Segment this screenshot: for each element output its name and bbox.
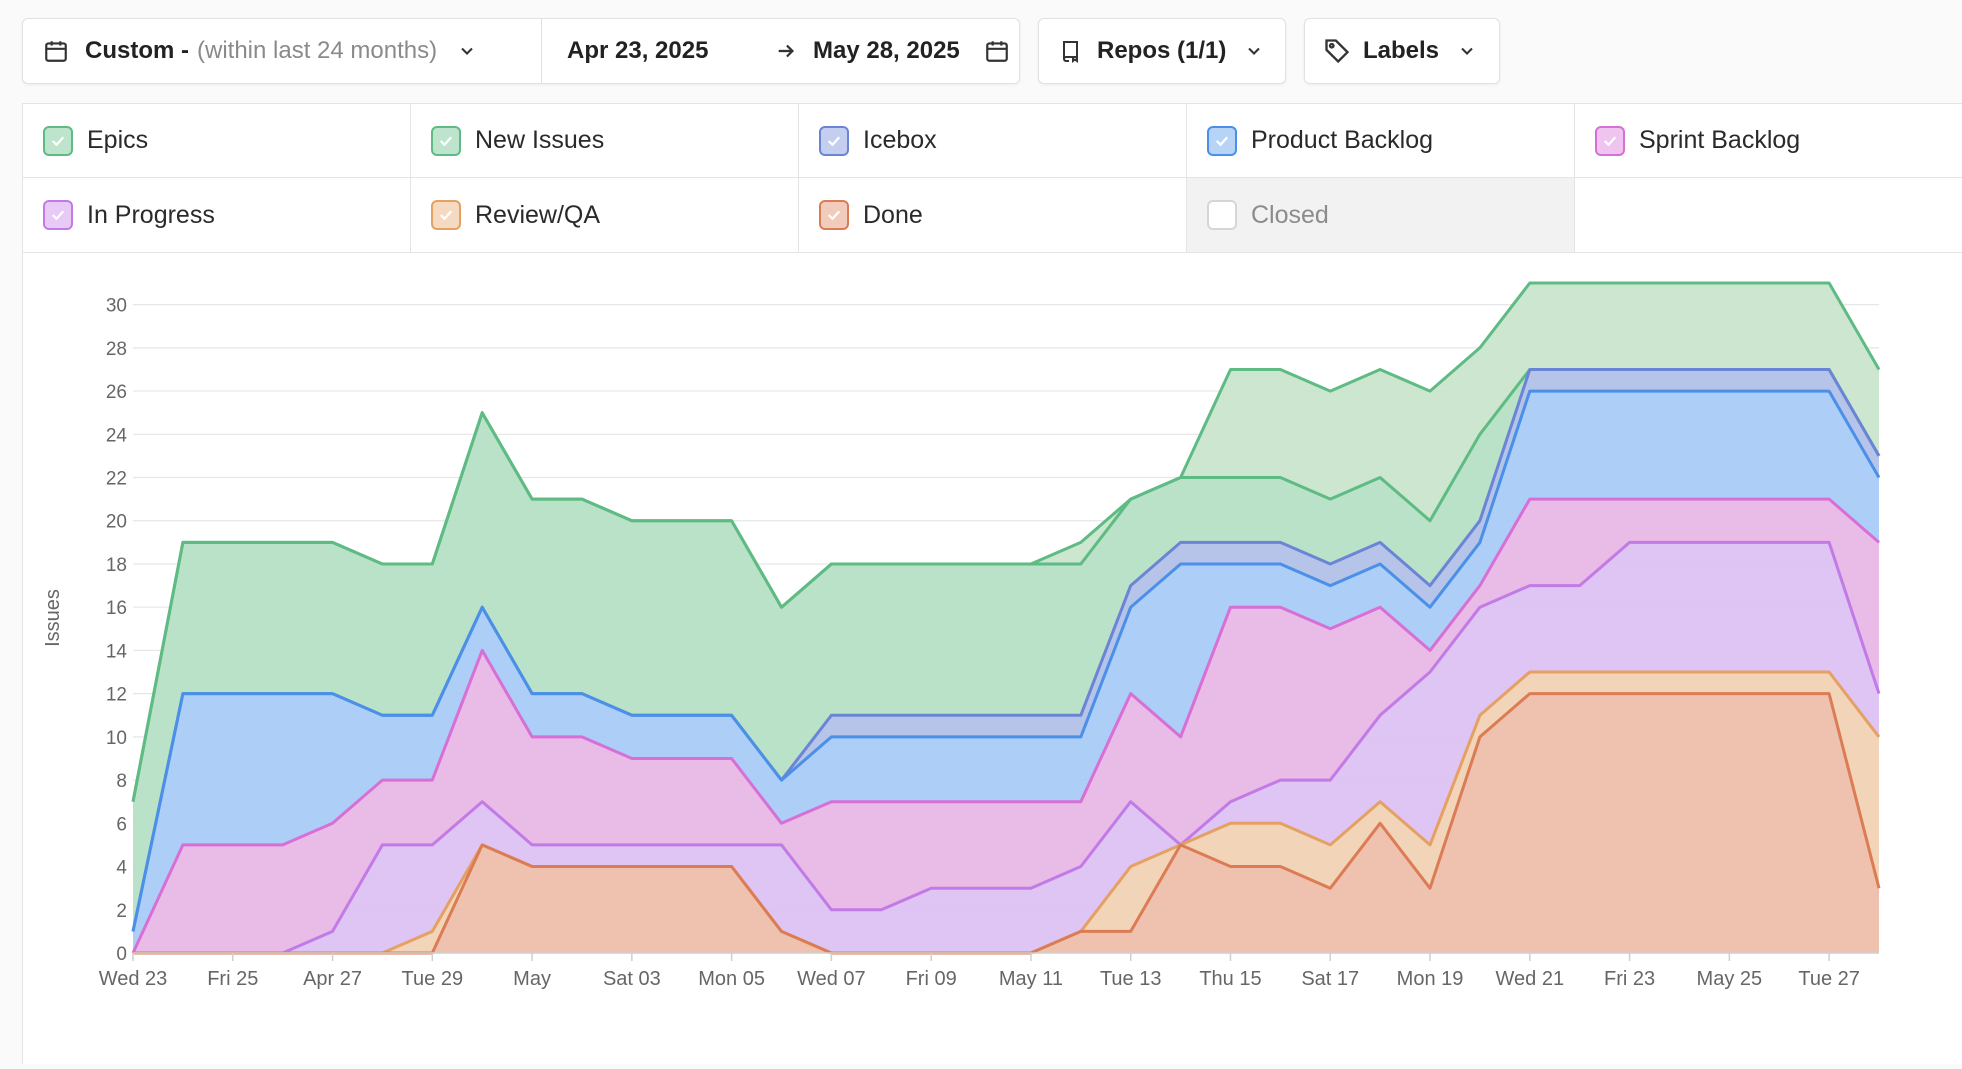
checkbox-checked-icon[interactable] bbox=[43, 200, 73, 230]
y-tick-label: 22 bbox=[106, 469, 127, 490]
chart-panel: 0 2 4 6 8 10 12 14 16 18 20 22 24 26 28 30 Wed 23 Fri 25 A… bbox=[22, 253, 1962, 1064]
checkbox-checked-icon[interactable] bbox=[819, 125, 849, 156]
y-tick-label: 24 bbox=[106, 425, 128, 446]
legend-toggle-in-progress[interactable]: In Progress bbox=[23, 178, 411, 252]
checkbox-checked-icon[interactable] bbox=[43, 125, 73, 156]
y-tick-label: 26 bbox=[106, 382, 127, 403]
checkbox-unchecked-icon[interactable] bbox=[1207, 200, 1237, 230]
x-tick-label: Sat 17 bbox=[1301, 968, 1359, 990]
date-range-hint: (within last 24 months) bbox=[197, 37, 438, 64]
y-tick-label: 28 bbox=[106, 339, 127, 360]
legend-label: Sprint Backlog bbox=[1639, 126, 1801, 154]
calendar-icon bbox=[43, 38, 69, 64]
y-tick-label: 18 bbox=[106, 555, 127, 576]
legend-empty-cell bbox=[1575, 178, 1962, 252]
checkbox-checked-icon[interactable] bbox=[431, 200, 461, 230]
area-sprint-backlog bbox=[133, 499, 1879, 953]
checkbox-checked-icon[interactable] bbox=[1207, 125, 1237, 156]
area-epics bbox=[133, 283, 1879, 802]
repo-icon bbox=[1059, 38, 1083, 64]
legend-toggle-done[interactable]: Done bbox=[799, 178, 1187, 252]
date-range-preset[interactable]: Custom - (within last 24 months) bbox=[43, 19, 477, 83]
legend-toggle-closed[interactable]: Closed bbox=[1187, 178, 1575, 252]
divider bbox=[541, 19, 542, 83]
x-tick-label: Tue 27 bbox=[1798, 968, 1860, 990]
line-product-backlog[interactable] bbox=[131, 389, 1881, 932]
arrow-right-icon bbox=[775, 19, 797, 83]
x-tick-label: Sat 03 bbox=[603, 968, 661, 990]
y-tick-label: 6 bbox=[116, 814, 127, 835]
x-tick-label: May bbox=[513, 968, 551, 990]
y-axis-label: Issues bbox=[42, 589, 64, 647]
y-tick-label: 12 bbox=[106, 685, 127, 706]
x-tick-label: Fri 25 bbox=[207, 968, 258, 990]
legend-toggle-new-issues[interactable]: New Issues bbox=[411, 104, 799, 178]
labels-label: Labels bbox=[1363, 37, 1440, 64]
x-tick-label: Fri 09 bbox=[906, 968, 957, 990]
y-tick-label: 16 bbox=[106, 598, 127, 619]
x-tick-label: Tue 13 bbox=[1100, 968, 1162, 990]
x-tick-label: May 11 bbox=[999, 968, 1063, 990]
chevron-down-icon bbox=[457, 41, 477, 61]
y-tick-label: 2 bbox=[116, 901, 127, 922]
date-range-label: Custom - bbox=[85, 37, 189, 64]
repos-dropdown[interactable]: Repos (1/1) bbox=[1038, 18, 1286, 84]
legend-toggle-review-qa[interactable]: Review/QA bbox=[411, 178, 799, 252]
tag-icon bbox=[1323, 37, 1351, 65]
repos-label: Repos (1/1) bbox=[1097, 37, 1227, 64]
x-tick-label: Mon 05 bbox=[698, 968, 765, 990]
legend-label: Review/QA bbox=[475, 200, 601, 229]
legend-label: Done bbox=[863, 200, 923, 229]
area-new-issues bbox=[133, 369, 1879, 932]
x-tick-label: Thu 15 bbox=[1199, 968, 1261, 990]
date-range-picker[interactable]: Custom - (within last 24 months) Apr 23,… bbox=[22, 18, 1020, 84]
line-in-progress[interactable] bbox=[133, 540, 1881, 955]
checkbox-checked-icon[interactable] bbox=[431, 125, 461, 156]
legend-label: In Progress bbox=[87, 200, 215, 229]
x-tick-label: May 25 bbox=[1697, 968, 1763, 990]
legend-label: Epics bbox=[87, 126, 149, 154]
area-done bbox=[133, 693, 1879, 953]
x-tick-label: Wed 07 bbox=[797, 968, 866, 990]
y-tick-label: 30 bbox=[106, 296, 127, 317]
x-tick-label: Mon 19 bbox=[1397, 968, 1464, 990]
y-tick-label: 14 bbox=[106, 641, 128, 662]
legend-toggle-sprint-backlog[interactable]: Sprint Backlog bbox=[1575, 104, 1962, 178]
start-date-field[interactable]: Apr 23, 2025 bbox=[567, 19, 708, 83]
chevron-down-icon bbox=[1244, 41, 1264, 61]
start-date: Apr 23, 2025 bbox=[567, 37, 709, 64]
legend-label: Product Backlog bbox=[1251, 126, 1434, 154]
y-tick-label: 10 bbox=[106, 728, 127, 749]
calendar-icon bbox=[984, 38, 1010, 64]
series-legend: Epics New Issues Icebox Product Backlog Spri… bbox=[22, 103, 1962, 253]
checkbox-checked-icon[interactable] bbox=[819, 200, 849, 230]
legend-label: Icebox bbox=[863, 126, 937, 154]
end-date: May 28, 2025 bbox=[813, 37, 960, 64]
x-tick-label: Fri 23 bbox=[1604, 968, 1655, 990]
area-product-backlog bbox=[133, 391, 1879, 954]
y-tick-label: 0 bbox=[116, 944, 127, 965]
checkbox-checked-icon[interactable] bbox=[1595, 125, 1625, 156]
legend-toggle-epics[interactable]: Epics bbox=[23, 104, 411, 178]
legend-label: New Issues bbox=[475, 126, 605, 154]
legend-toggle-product-backlog[interactable]: Product Backlog bbox=[1187, 104, 1575, 178]
legend-toggle-icebox[interactable]: Icebox bbox=[799, 104, 1187, 178]
y-tick-label: 4 bbox=[116, 858, 127, 879]
area-in-progress bbox=[133, 542, 1879, 953]
y-tick-label: 20 bbox=[106, 512, 127, 533]
labels-dropdown[interactable]: Labels bbox=[1304, 18, 1500, 84]
x-tick-label: Wed 23 bbox=[99, 968, 168, 990]
end-date-field[interactable]: May 28, 2025 bbox=[793, 19, 1010, 83]
chevron-down-icon bbox=[1457, 41, 1477, 61]
x-tick-label: Wed 21 bbox=[1496, 968, 1565, 990]
x-tick-label: Apr 27 bbox=[303, 968, 362, 990]
x-tick-label: Tue 29 bbox=[402, 968, 464, 990]
y-tick-label: 8 bbox=[116, 771, 127, 792]
legend-label: Closed bbox=[1251, 200, 1329, 229]
line-sprint-backlog[interactable] bbox=[131, 497, 1880, 954]
